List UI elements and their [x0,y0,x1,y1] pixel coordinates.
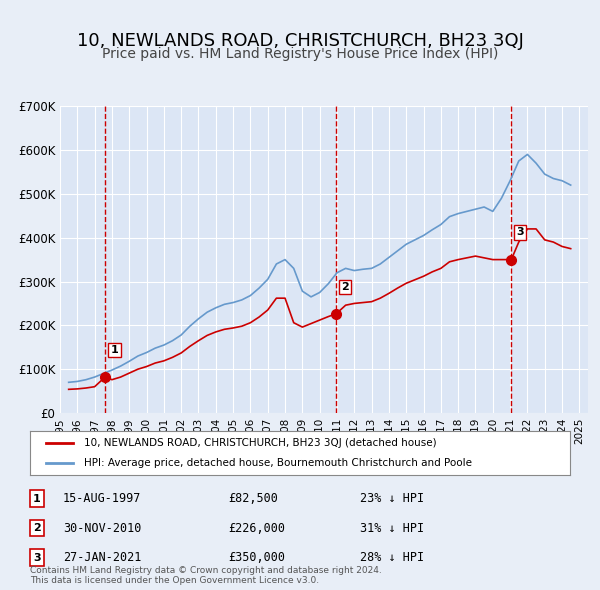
Text: 31% ↓ HPI: 31% ↓ HPI [360,522,424,535]
Text: 23% ↓ HPI: 23% ↓ HPI [360,492,424,505]
Text: 30-NOV-2010: 30-NOV-2010 [63,522,142,535]
Text: Price paid vs. HM Land Registry's House Price Index (HPI): Price paid vs. HM Land Registry's House … [102,47,498,61]
Text: 15-AUG-1997: 15-AUG-1997 [63,492,142,505]
Text: £82,500: £82,500 [228,492,278,505]
Text: 1: 1 [110,345,118,355]
Text: 3: 3 [517,228,524,238]
Text: £226,000: £226,000 [228,522,285,535]
Text: 10, NEWLANDS ROAD, CHRISTCHURCH, BH23 3QJ: 10, NEWLANDS ROAD, CHRISTCHURCH, BH23 3Q… [77,32,523,51]
Text: 1: 1 [33,494,41,503]
Text: 27-JAN-2021: 27-JAN-2021 [63,551,142,564]
Text: Contains HM Land Registry data © Crown copyright and database right 2024.
This d: Contains HM Land Registry data © Crown c… [30,566,382,585]
Text: 3: 3 [33,553,41,562]
Text: £350,000: £350,000 [228,551,285,564]
Text: 10, NEWLANDS ROAD, CHRISTCHURCH, BH23 3QJ (detached house): 10, NEWLANDS ROAD, CHRISTCHURCH, BH23 3Q… [84,438,437,448]
Text: 28% ↓ HPI: 28% ↓ HPI [360,551,424,564]
Text: 2: 2 [341,282,349,292]
Text: 2: 2 [33,523,41,533]
Text: HPI: Average price, detached house, Bournemouth Christchurch and Poole: HPI: Average price, detached house, Bour… [84,458,472,467]
